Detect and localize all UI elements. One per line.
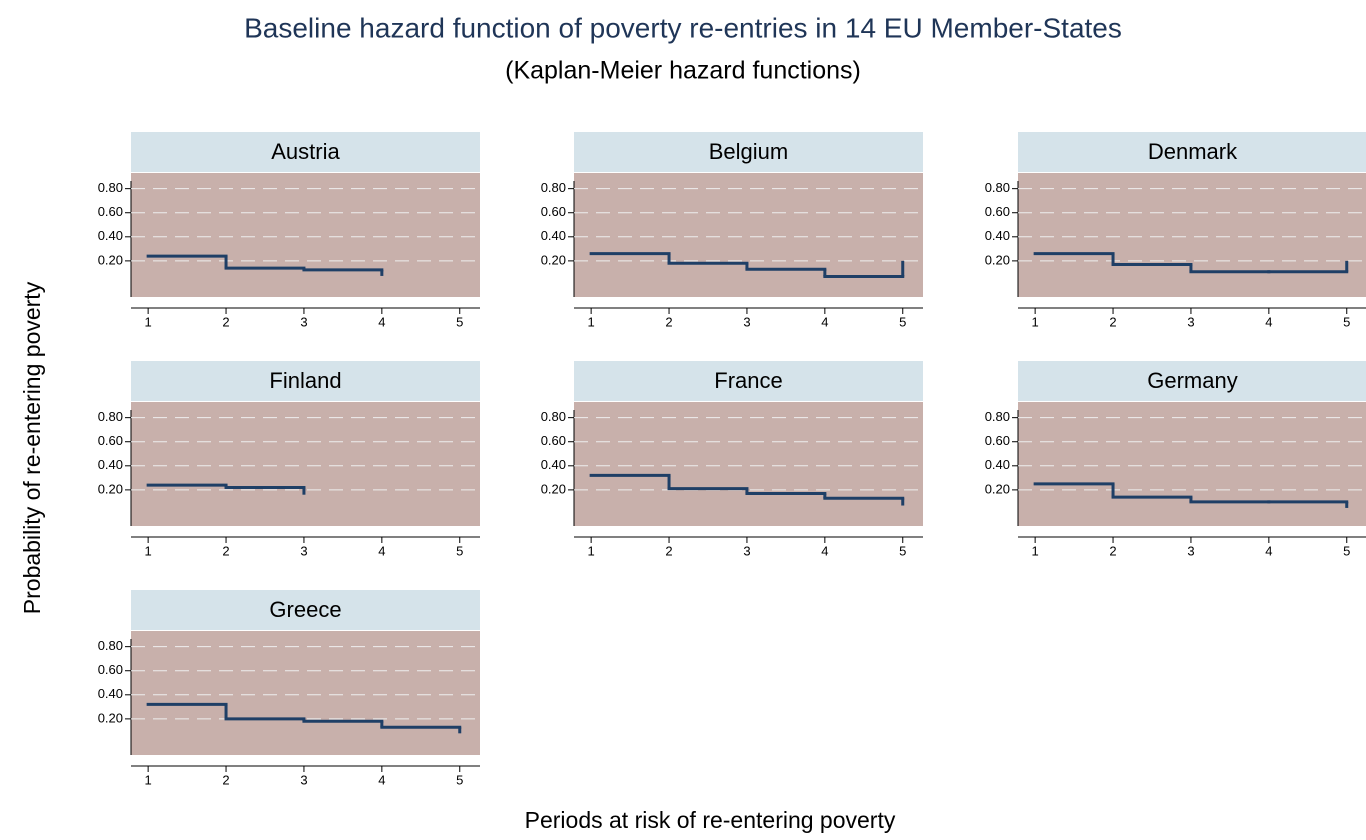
plot-area [131,173,480,297]
y-tick-label: 0.80 [98,409,123,424]
y-tick-label: 0.80 [541,180,566,195]
y-tick-label: 0.20 [985,481,1010,496]
y-tick-label: 0.20 [541,252,566,267]
x-tick-label: 2 [665,543,672,558]
chart-title: Baseline hazard function of poverty re-e… [244,12,1122,43]
strip [574,361,923,401]
panel-title: Finland [269,368,341,393]
x-tick-label: 1 [1032,543,1039,558]
y-tick-label: 0.40 [98,686,123,701]
x-tick-label: 3 [743,543,750,558]
x-tick-label: 5 [1343,543,1350,558]
y-tick-label: 0.40 [98,228,123,243]
x-tick-label: 4 [378,543,385,558]
y-tick-label: 0.40 [541,457,566,472]
y-tick-label: 0.60 [98,662,123,677]
strip [131,590,480,630]
y-tick-label: 0.20 [98,481,123,496]
x-tick-label: 1 [588,314,595,329]
panel-title: Belgium [709,139,788,164]
x-tick-label: 4 [1265,543,1272,558]
y-tick-label: 0.20 [541,481,566,496]
strip [131,361,480,401]
panel-title: Austria [271,139,340,164]
plot-area [574,402,923,526]
x-tick-label: 3 [300,772,307,787]
strip [131,132,480,172]
x-tick-label: 3 [743,314,750,329]
chart-subtitle: (Kaplan-Meier hazard functions) [505,57,861,85]
x-tick-label: 1 [1032,314,1039,329]
y-tick-label: 0.60 [985,433,1010,448]
x-tick-label: 5 [456,314,463,329]
x-tick-label: 4 [821,314,828,329]
plot-area [1018,402,1366,526]
x-tick-label: 1 [145,314,152,329]
y-tick-label: 0.20 [98,710,123,725]
y-tick-label: 0.40 [98,457,123,472]
x-tick-label: 5 [456,772,463,787]
panel-title: Denmark [1148,139,1238,164]
y-tick-label: 0.60 [541,433,566,448]
x-tick-label: 4 [378,772,385,787]
panel-title: Germany [1147,368,1237,393]
y-tick-label: 0.80 [541,409,566,424]
y-axis-title: Probability of re-entering poverty [19,281,45,614]
y-tick-label: 0.20 [985,252,1010,267]
y-tick-label: 0.40 [985,228,1010,243]
y-tick-label: 0.60 [98,204,123,219]
x-tick-label: 2 [222,543,229,558]
y-tick-label: 0.60 [985,204,1010,219]
x-tick-label: 3 [300,543,307,558]
y-tick-label: 0.80 [98,180,123,195]
strip [1018,132,1366,172]
x-tick-label: 2 [665,314,672,329]
y-tick-label: 0.60 [541,204,566,219]
plot-area [574,173,923,297]
x-tick-label: 5 [1343,314,1350,329]
plot-area [1018,173,1366,297]
x-tick-label: 1 [588,543,595,558]
x-tick-label: 3 [1187,543,1194,558]
x-tick-label: 2 [222,314,229,329]
y-tick-label: 0.40 [541,228,566,243]
panel-title: France [714,368,782,393]
x-axis-title: Periods at risk of re-entering poverty [525,807,896,833]
x-tick-label: 2 [222,772,229,787]
x-tick-label: 1 [145,772,152,787]
plot-area [131,631,480,755]
panel-title: Greece [269,597,341,622]
x-tick-label: 2 [1109,314,1116,329]
x-tick-label: 3 [300,314,307,329]
y-tick-label: 0.40 [985,457,1010,472]
x-tick-label: 2 [1109,543,1116,558]
x-tick-label: 4 [378,314,385,329]
y-tick-label: 0.80 [985,180,1010,195]
y-tick-label: 0.20 [98,252,123,267]
x-tick-label: 1 [145,543,152,558]
y-tick-label: 0.60 [98,433,123,448]
x-tick-label: 5 [899,314,906,329]
strip [1018,361,1366,401]
strip [574,132,923,172]
x-tick-label: 3 [1187,314,1194,329]
x-tick-label: 5 [456,543,463,558]
y-tick-label: 0.80 [98,638,123,653]
plot-area [131,402,480,526]
y-tick-label: 0.80 [985,409,1010,424]
x-tick-label: 5 [899,543,906,558]
x-tick-label: 4 [821,543,828,558]
x-tick-label: 4 [1265,314,1272,329]
